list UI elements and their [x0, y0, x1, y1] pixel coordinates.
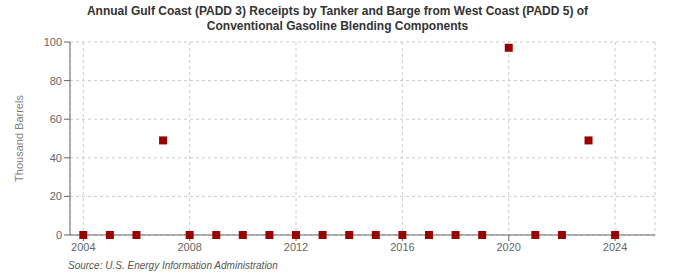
svg-text:2012: 2012 — [284, 241, 308, 253]
svg-text:2004: 2004 — [71, 241, 95, 253]
svg-text:20: 20 — [50, 190, 62, 202]
html-text:Source: U.S. Energy Informatio: Source: U.S. Energy Information Administ… — [68, 260, 278, 271]
svg-text:2020: 2020 — [497, 241, 521, 253]
html-text:Conventional Gasoline Blending: Conventional Gasoline Blending Component… — [206, 19, 469, 33]
svg-text:Thousand Barrels: Thousand Barrels — [13, 95, 25, 182]
svg-text:40: 40 — [50, 152, 62, 164]
svg-text:60: 60 — [50, 113, 62, 125]
svg-text:2016: 2016 — [390, 241, 414, 253]
svg-text:2008: 2008 — [177, 241, 201, 253]
html-text:Annual Gulf Coast (PADD 3) Rec: Annual Gulf Coast (PADD 3) Receipts by T… — [86, 4, 589, 18]
svg-text:0: 0 — [56, 229, 62, 241]
svg-text:80: 80 — [50, 75, 62, 87]
svg-text:100: 100 — [44, 36, 62, 48]
svg-text:2024: 2024 — [603, 241, 627, 253]
